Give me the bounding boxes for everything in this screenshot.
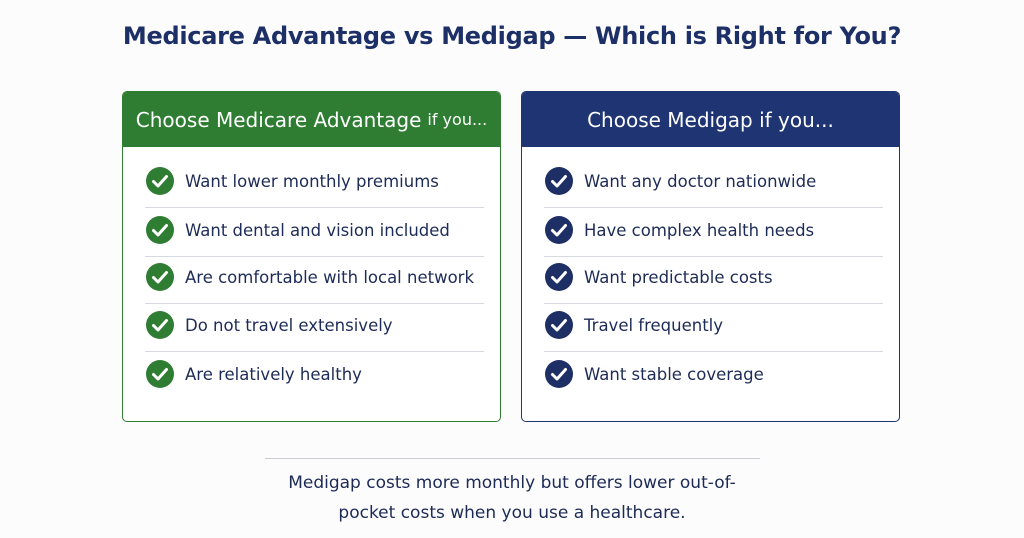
check-icon xyxy=(545,216,573,244)
list-item: Are comfortable with local network xyxy=(145,253,484,301)
check-icon xyxy=(146,263,174,291)
list-item: Travel frequently xyxy=(544,301,883,349)
check-icon xyxy=(545,263,573,291)
list-item: Want any doctor nationwide xyxy=(544,157,883,205)
item-text: Are comfortable with local network xyxy=(185,267,475,287)
item-text: Travel frequently xyxy=(584,315,724,335)
card-title-suffix: if you... xyxy=(427,110,488,129)
check-icon xyxy=(146,311,174,339)
note: Medigap costs more monthly but offers lo… xyxy=(0,468,1024,528)
check-icon xyxy=(545,311,573,339)
note-line: pocket costs when you use a healthcare. xyxy=(338,503,686,523)
separator xyxy=(544,303,883,304)
check-icon xyxy=(146,216,174,244)
item-text: Have complex health needs xyxy=(584,220,815,240)
card-title: Choose Medicare Advantage xyxy=(135,107,422,132)
card: Choose Medicare Advantage if you... Want l… xyxy=(122,91,501,422)
item-text: Want any doctor nationwide xyxy=(584,171,817,191)
card-header: Choose Medicare Advantage if you... xyxy=(123,92,500,147)
separator xyxy=(145,256,484,257)
note-line: Medigap costs more monthly but offers lo… xyxy=(288,473,736,493)
item-text: Want lower monthly premiums xyxy=(185,171,439,191)
list-item: Want predictable costs xyxy=(544,253,883,301)
list-item: Want lower monthly premiums xyxy=(145,157,484,205)
list-item: Want dental and vision included xyxy=(145,206,484,254)
list-item: Do not travel extensively xyxy=(145,301,484,349)
check-icon xyxy=(146,167,174,195)
separator xyxy=(145,351,484,352)
separator xyxy=(145,207,484,208)
list-item: Have complex health needs xyxy=(544,206,883,254)
page-title: Medicare Advantage vs Medigap — Which is… xyxy=(122,22,902,50)
check-icon xyxy=(146,360,174,388)
item-text: Do not travel extensively xyxy=(185,315,393,335)
card-header: Choose Medigap if you... xyxy=(522,92,899,147)
item-text: Want predictable costs xyxy=(584,267,773,287)
separator xyxy=(145,303,484,304)
list-item: Want stable coverage xyxy=(544,350,883,398)
list-item: Are relatively healthy xyxy=(145,350,484,398)
separator xyxy=(544,351,883,352)
separator xyxy=(544,207,883,208)
check-icon xyxy=(545,167,573,195)
item-text: Want stable coverage xyxy=(584,364,764,384)
divider xyxy=(265,458,760,459)
item-text: Want dental and vision included xyxy=(185,220,450,240)
item-text: Are relatively healthy xyxy=(185,364,362,384)
card: Choose Medigap if you... Want any doctor … xyxy=(521,91,900,422)
card-title: Choose Medigap if you... xyxy=(587,107,834,132)
check-icon xyxy=(545,360,573,388)
separator xyxy=(544,256,883,257)
